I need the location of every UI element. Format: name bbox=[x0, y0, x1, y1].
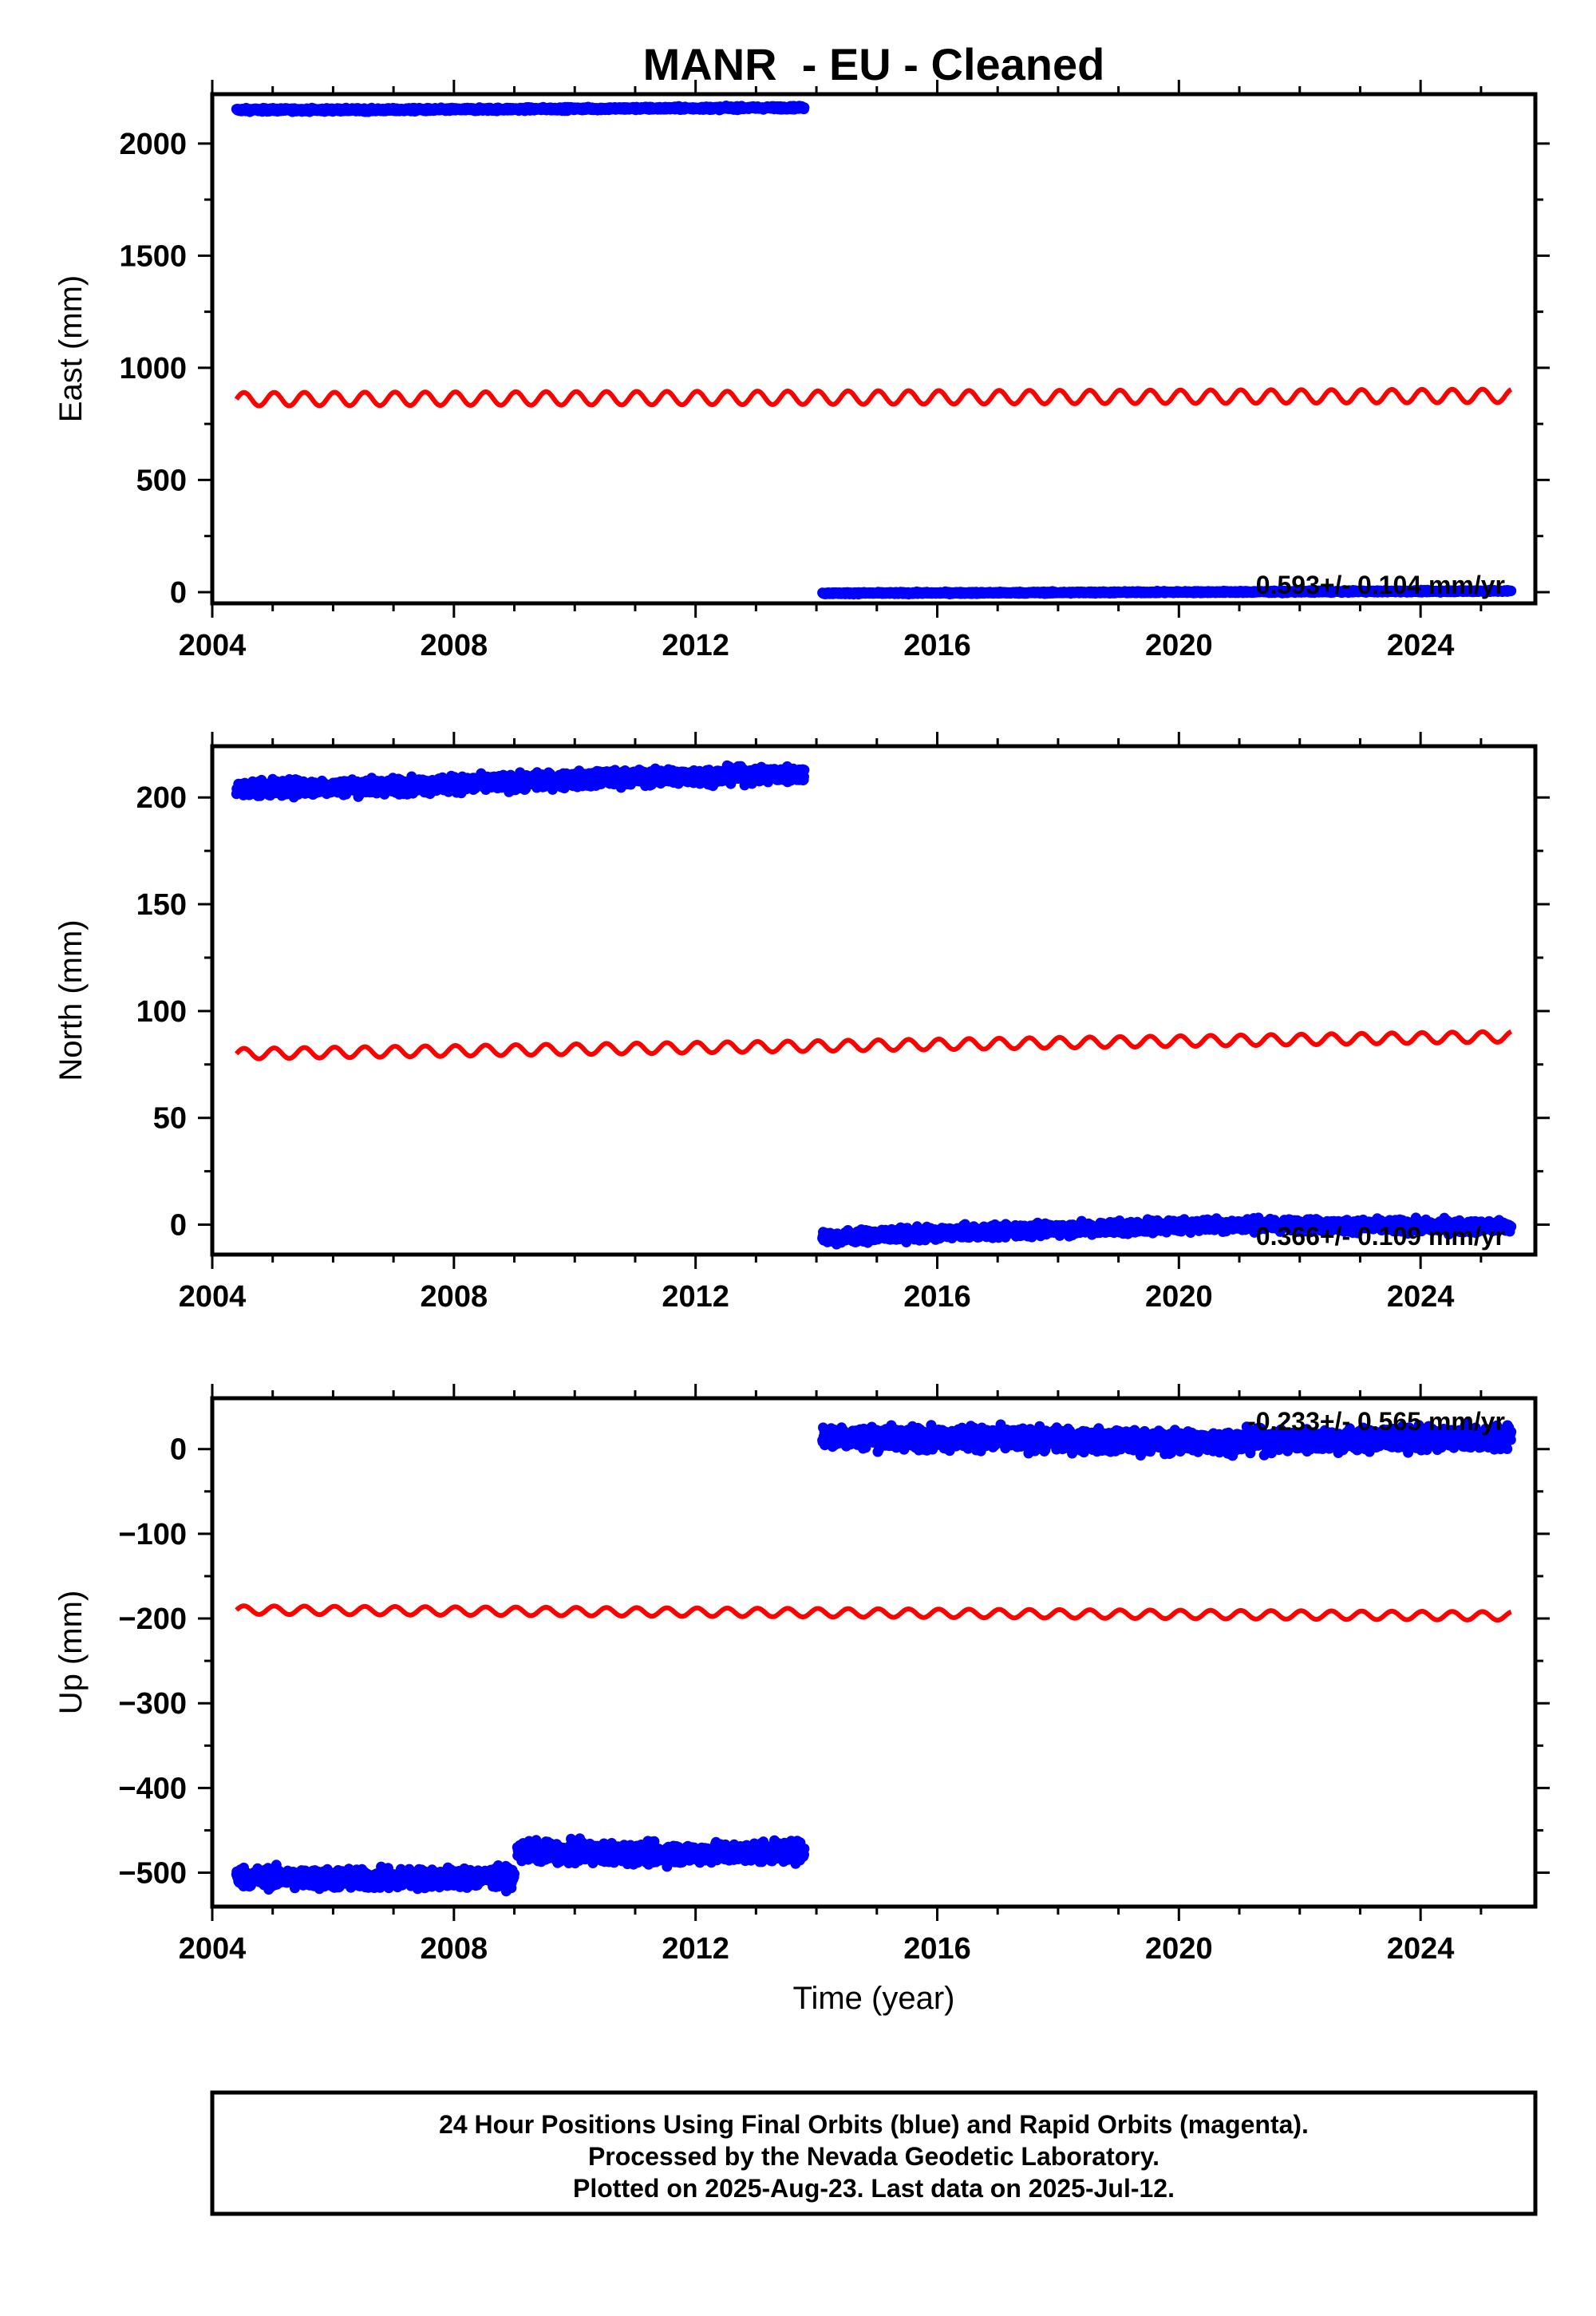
x-tick-label: 2004 bbox=[179, 629, 247, 662]
data-point bbox=[799, 102, 810, 113]
y-tick-label: 500 bbox=[136, 464, 187, 497]
model-curve-east bbox=[234, 386, 1514, 409]
x-tick-label: 2024 bbox=[1387, 629, 1455, 662]
panel-east: 2004 2008 2012 2016 2020 2024 0 500 1000 1500 2000… bbox=[53, 80, 1550, 662]
y-tick-label: 2000 bbox=[119, 128, 187, 161]
plot-data-north bbox=[231, 760, 1517, 1250]
y-tick-label: 1000 bbox=[119, 352, 187, 385]
y-axis-label-east: East (mm) bbox=[53, 275, 89, 422]
chart-title: MANR - EU - Cleaned bbox=[643, 39, 1105, 89]
observation-series-east-1 bbox=[817, 584, 1517, 600]
observation-series-east-0 bbox=[231, 101, 810, 117]
data-point bbox=[1506, 585, 1517, 596]
x-tick-label: 2012 bbox=[662, 629, 729, 662]
panel-north: 2004 2008 2012 2016 2020 2024050100150200Nort… bbox=[53, 732, 1550, 1314]
observation-series-north-0 bbox=[231, 760, 810, 803]
y-tick-label: 1500 bbox=[119, 239, 187, 273]
x-tick-label: 2016 bbox=[903, 629, 971, 662]
x-tick-label: 2020 bbox=[1145, 629, 1213, 662]
panels-group: 2004 2008 2012 2016 2020 2024 0 500 1000 1500 2000… bbox=[53, 80, 1550, 2016]
plot-data-east bbox=[231, 101, 1517, 600]
plot-frame-east bbox=[210, 92, 1538, 606]
y-tick-label: 0 bbox=[170, 576, 187, 610]
x-tick-label: 2008 bbox=[421, 629, 488, 662]
rate-annotation-east: 0.593+/- 0.104 mm/yr bbox=[1256, 571, 1505, 599]
